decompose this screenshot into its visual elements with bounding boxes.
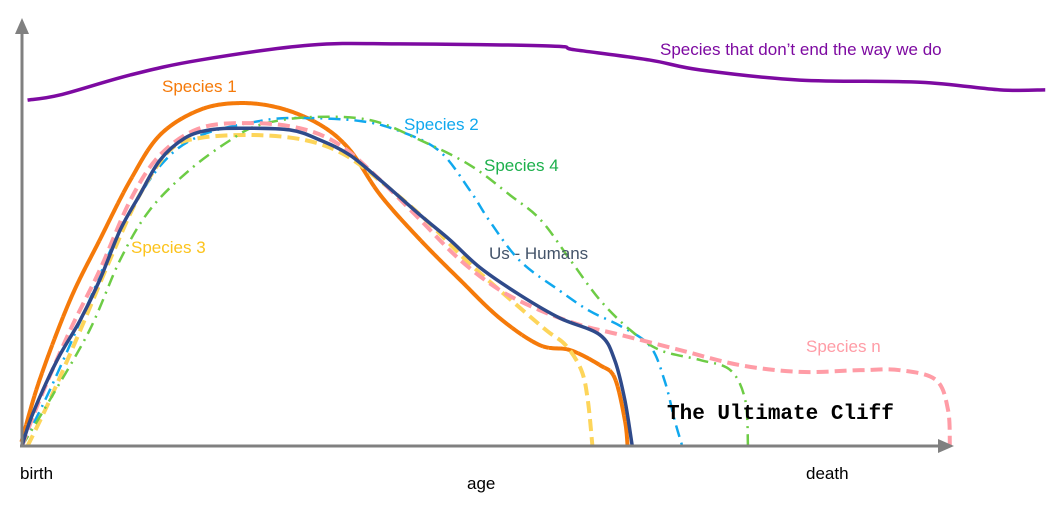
ultimate-cliff-annotation: The Ultimate Cliff [667,403,894,426]
x-tick-birth: birth [20,464,54,483]
series-line-species-3 [25,132,595,447]
series-label-species-2: Species 2 [404,115,479,134]
y-axis-arrow-icon [15,18,29,34]
series-line-species-that-don-t-end-the-way-we-do [27,41,1046,102]
series-label-other-species: Species that don’t end the way we do [660,40,942,59]
series-label-species-3: Species 3 [131,238,206,257]
series-label-humans: Us - Humans [489,244,589,263]
series-line-species-1 [19,101,630,449]
series-layer [19,41,1046,449]
x-tick-death: death [806,464,849,483]
series-label-species-4: Species 4 [484,156,559,175]
series-label-species-n: Species n [806,337,881,356]
series-line-species-2 [20,116,684,447]
x-axis-arrow-icon [938,439,954,453]
series-label-species-1: Species 1 [162,77,237,96]
series-line-us-humans [20,126,634,447]
series-line-species-4 [20,115,750,447]
series-line-species-n [20,121,952,447]
x-axis-label: age [467,474,496,493]
